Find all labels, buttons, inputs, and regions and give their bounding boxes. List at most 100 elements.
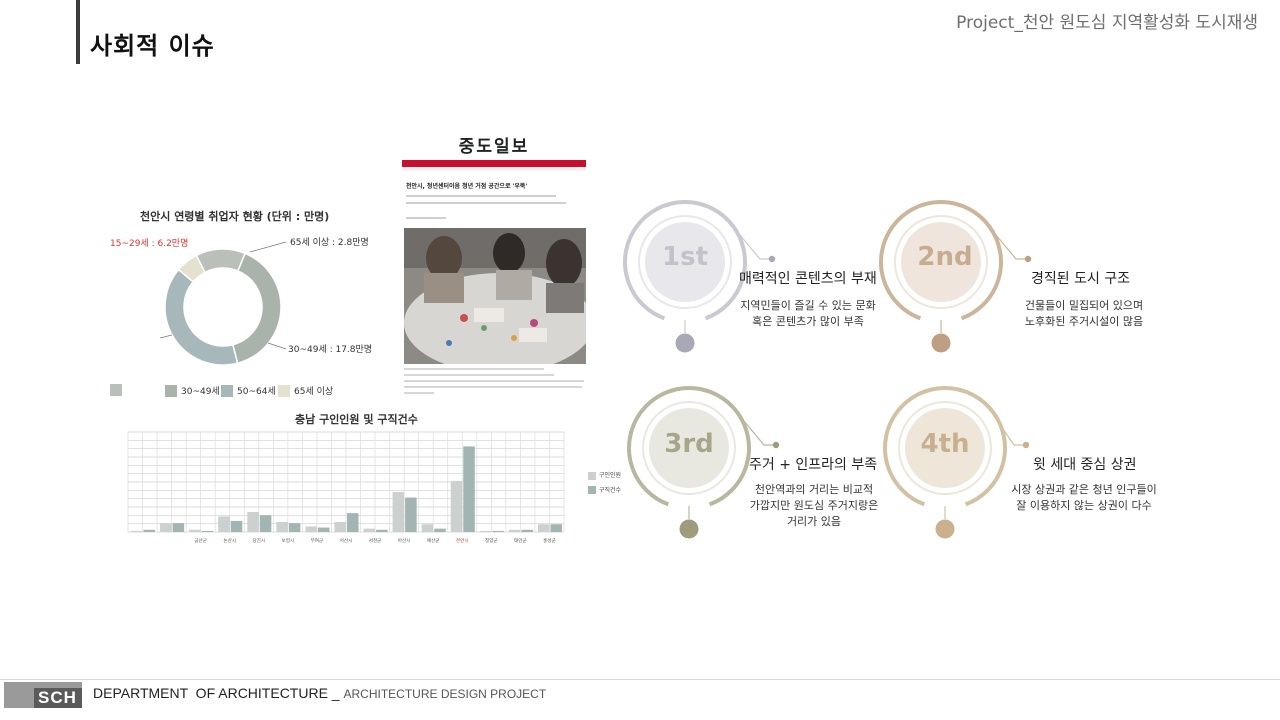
data-label-30-49: 30~49세 : 17.8만명 <box>288 344 372 355</box>
issue-2-desc: 건물들이 밀집되어 있으며 노후화된 주거시설이 많음 <box>1024 299 1144 328</box>
anchor-dot <box>675 333 695 353</box>
text-line <box>406 217 446 219</box>
tick-label: 당진시 <box>252 537 265 544</box>
issue-1-rank: 1st <box>662 242 708 272</box>
newspaper-masthead: 중도일보 <box>458 137 530 157</box>
text-line <box>406 195 556 197</box>
sch-logo: SCH <box>4 682 82 708</box>
tick-label: 청양군 <box>485 537 498 544</box>
bar-서산시-1 <box>334 522 346 532</box>
tick-label: 보령시 <box>282 537 295 544</box>
bar-홍성군-2 <box>550 524 562 532</box>
bar-천안시-2 <box>463 446 475 532</box>
issue-4-desc: 시장 상권과 같은 청년 인구들이 잘 이용하지 않는 상권이 다수 <box>1011 483 1157 512</box>
data-label-15-29: 15~29세 : 6.2만명 <box>110 238 188 249</box>
newspaper-clipping: 중도일보 천안시, 청년센터이음 청년 거점 공간으로 '우뚝' <box>402 128 586 408</box>
tick-label: 아산시 <box>398 537 411 544</box>
legend-item-50-64: 50~64세 <box>221 384 276 397</box>
bar-공주시-1 <box>160 523 172 532</box>
bar-아산시-2 <box>405 497 417 532</box>
bar-보령시-2 <box>288 523 301 532</box>
tick-label: 금산군 <box>194 537 207 544</box>
anchor-dot <box>679 519 699 539</box>
leader-line <box>267 342 287 350</box>
text-line <box>406 202 566 204</box>
bar-아산시-1 <box>392 492 405 532</box>
tick-label: 천안시 <box>456 537 469 544</box>
leader-line <box>159 334 173 339</box>
bar-태안군-1 <box>508 529 521 532</box>
bar-예산군-2 <box>434 528 446 532</box>
bar-논산시-1 <box>218 516 230 532</box>
issue-1-desc: 지역민들이 즐길 수 있는 문화 혹은 콘텐츠가 많이 부족 <box>740 299 876 328</box>
bar-공주시-2 <box>172 523 185 532</box>
donut-chart: 15~29세 : 6.2만명 65세 이상 : 2.8만명 30~49세 : 17.… <box>110 237 372 366</box>
issue-1-title: 매력적인 콘텐츠의 부재 <box>739 271 877 287</box>
bar-계룡시-1 <box>131 530 143 532</box>
footer-divider <box>0 679 1280 680</box>
bar-서산시-2 <box>347 513 359 532</box>
legend-item-30-49: 30~49세 <box>165 384 220 397</box>
anchor-dot <box>935 519 955 539</box>
connector-dot <box>1022 441 1030 449</box>
tick-label: 태안군 <box>514 537 527 544</box>
tick-label: 부여군 <box>311 537 324 544</box>
issue-4-ring <box>883 386 1030 539</box>
data-label-65: 65세 이상 : 2.8만명 <box>290 237 369 248</box>
bar-당진시-2 <box>259 515 272 532</box>
bar-금산군-1 <box>189 529 201 532</box>
footer-subtitle: ARCHITECTURE DESIGN PROJECT <box>343 687 547 701</box>
pie-slice <box>231 252 282 365</box>
connector-dot <box>1024 255 1032 263</box>
bar-부여군-1 <box>305 526 317 532</box>
tick-label: 서산시 <box>340 537 353 544</box>
pie-slice <box>177 254 207 283</box>
bar-홍성군-1 <box>537 524 550 532</box>
bar-부여군-2 <box>317 527 330 532</box>
bar-계룡시-2 <box>143 529 156 532</box>
newspaper-caption <box>404 368 586 398</box>
connector-dot <box>772 441 780 449</box>
legend-swatch <box>221 384 233 397</box>
issue-4-rank: 4th <box>920 429 970 459</box>
donut-chart-title: 천안시 연령별 취업자 현황 (단위 : 만명) <box>140 210 330 223</box>
tick-label: 예산군 <box>427 537 440 544</box>
legend-swatch <box>165 384 177 397</box>
bar-legend-item-2: 구직건수 <box>588 485 621 494</box>
bar-청양군-1 <box>479 530 492 532</box>
leader-line <box>249 241 287 253</box>
issue-3-rank: 3rd <box>664 429 714 459</box>
issue-3-title: 주거 + 인프라의 부족 <box>749 457 878 473</box>
bar-legend-item-1: 구인인원 <box>588 470 621 480</box>
anchor-dot <box>931 333 951 353</box>
newspaper-photo <box>404 228 586 364</box>
page-title: 사회적 이슈 <box>90 32 215 60</box>
project-label: Project_천안 원도심 지역활성화 도시재생 <box>956 13 1258 33</box>
bar-보령시-1 <box>276 522 288 532</box>
tick-label: 논산시 <box>223 537 236 544</box>
bar-서천군-2 <box>376 529 388 532</box>
newspaper-strip <box>402 167 586 171</box>
legend-swatch <box>278 384 290 397</box>
connector-dot <box>768 255 776 263</box>
bar-태안군-2 <box>521 529 533 532</box>
pie-slice <box>164 268 239 366</box>
newspaper-red-band <box>402 160 586 167</box>
bar-서천군-1 <box>363 528 376 532</box>
bar-예산군-1 <box>421 524 434 532</box>
bar-legend: 구인인원 구직건수 <box>588 470 621 499</box>
bar-천안시-1 <box>450 480 463 532</box>
newspaper-headline: 천안시, 청년센터이음 청년 거점 공간으로 '우뚝' <box>406 183 528 190</box>
bar-당진시-1 <box>247 512 259 532</box>
issue-3-desc: 천안역과의 거리는 비교적 가깝지만 원도심 주거지랑은 거리가 있음 <box>749 483 879 528</box>
footer-department: DEPARTMENT OF ARCHITECTURE _ ARCHITECTUR… <box>93 685 547 701</box>
title-accent-bar <box>76 0 80 64</box>
bar-논산시-2 <box>230 520 243 532</box>
bar-금산군-2 <box>201 530 214 532</box>
tick-label: 서천군 <box>369 537 382 544</box>
bar-chart-title: 충남 구인인원 및 구직건수 <box>295 413 418 426</box>
issue-4-title: 윗 세대 중심 상권 <box>1033 457 1137 473</box>
bar-chart: 금산군 논산시 당진시 보령시 부여군 서산시 서천군 아산시 예산군 천안시 청양군 태안군 홍성군 <box>127 431 565 544</box>
issue-2-rank: 2nd <box>917 242 973 272</box>
issue-2-title: 경직된 도시 구조 <box>1031 271 1131 287</box>
